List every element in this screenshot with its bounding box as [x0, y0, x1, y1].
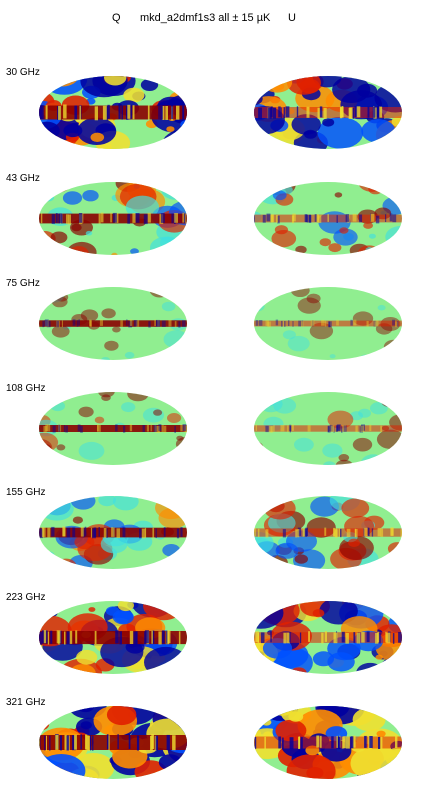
figure-title: mkd_a2dmf1s3 all ± 15 µK	[140, 12, 271, 24]
frequency-label: 108 GHz	[6, 383, 46, 394]
q-column-label: Q	[112, 12, 121, 24]
q-sky-map	[38, 286, 188, 361]
q-sky-map	[38, 600, 188, 675]
map-row: 75 GHz	[0, 278, 425, 378]
map-row: 321 GHz	[0, 697, 425, 797]
q-sky-map	[38, 181, 188, 256]
u-sky-map	[253, 600, 403, 675]
u-column-label: U	[288, 12, 296, 24]
frequency-label: 75 GHz	[6, 278, 40, 289]
map-row: 108 GHz	[0, 383, 425, 483]
u-sky-map	[253, 391, 403, 466]
map-row: 155 GHz	[0, 487, 425, 587]
q-sky-map	[38, 391, 188, 466]
frequency-label: 30 GHz	[6, 67, 40, 78]
map-row: 30 GHz	[0, 67, 425, 167]
u-sky-map	[253, 75, 403, 150]
frequency-label: 223 GHz	[6, 592, 46, 603]
q-sky-map	[38, 75, 188, 150]
q-sky-map	[38, 495, 188, 570]
frequency-label: 43 GHz	[6, 173, 40, 184]
u-sky-map	[253, 181, 403, 256]
u-sky-map	[253, 705, 403, 780]
u-sky-map	[253, 286, 403, 361]
frequency-label: 155 GHz	[6, 487, 46, 498]
frequency-label: 321 GHz	[6, 697, 46, 708]
map-row: 43 GHz	[0, 173, 425, 273]
q-sky-map	[38, 705, 188, 780]
figure-header: Q mkd_a2dmf1s3 all ± 15 µK U	[0, 12, 425, 28]
u-sky-map	[253, 495, 403, 570]
map-row: 223 GHz	[0, 592, 425, 692]
